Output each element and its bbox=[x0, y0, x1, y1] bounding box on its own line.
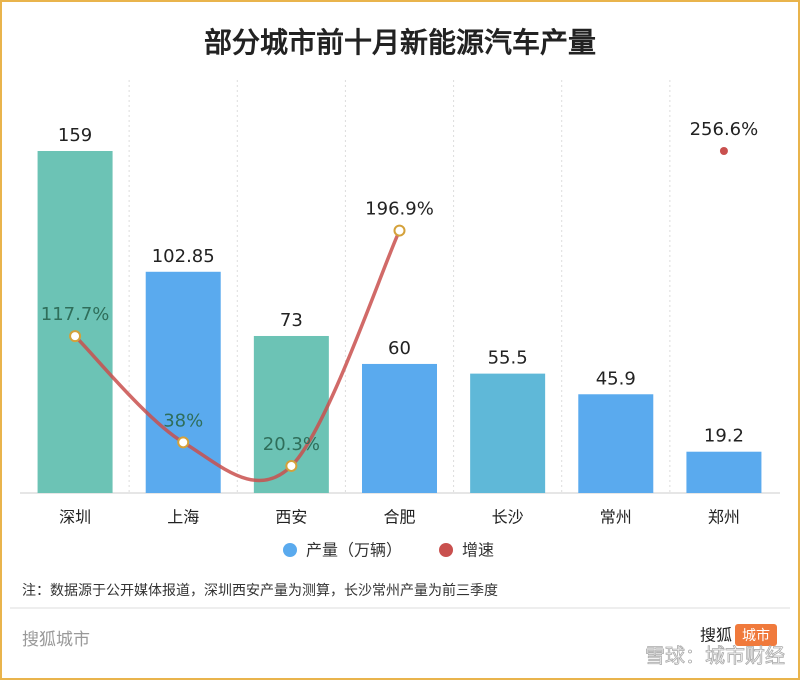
bar bbox=[145, 271, 221, 493]
growth-value-label: 20.3% bbox=[263, 434, 320, 455]
legend-swatch bbox=[283, 543, 297, 557]
growth-point bbox=[69, 330, 82, 343]
growth-value-label: 256.6% bbox=[690, 119, 759, 140]
x-tick-label: 郑州 bbox=[708, 508, 740, 527]
legend-label: 产量（万辆） bbox=[306, 541, 402, 560]
bar-value-label: 73 bbox=[280, 310, 303, 331]
logo-badge: 城市 bbox=[742, 627, 770, 644]
chart-title: 部分城市前十月新能源汽车产量 bbox=[204, 26, 596, 59]
bar-value-label: 55.5 bbox=[488, 348, 528, 369]
growth-value-label: 196.9% bbox=[365, 199, 434, 220]
bar-value-label: 102.85 bbox=[152, 246, 215, 267]
bar-value-label: 159 bbox=[58, 125, 92, 146]
x-tick-label: 深圳 bbox=[59, 508, 91, 527]
bar-value-label: 19.2 bbox=[704, 426, 744, 447]
x-tick-label: 上海 bbox=[167, 508, 199, 527]
legend-label: 增速 bbox=[462, 541, 494, 560]
bar bbox=[686, 451, 762, 493]
bar bbox=[37, 151, 113, 493]
watermark: 雪球：城市财经 bbox=[645, 644, 785, 668]
bar bbox=[578, 394, 654, 493]
growth-value-label: 117.7% bbox=[41, 304, 110, 325]
x-tick-label: 常州 bbox=[600, 508, 632, 527]
x-tick-label: 西安 bbox=[275, 508, 307, 527]
source: 搜狐城市 bbox=[22, 630, 90, 650]
bar bbox=[470, 373, 546, 493]
logo-badge-bg bbox=[735, 624, 777, 646]
note: 注：数据源于公开媒体报道，深圳西安产量为测算，长沙常州产量为前三季度 bbox=[22, 582, 498, 599]
logo-text: 搜狐 bbox=[700, 626, 732, 645]
x-tick-label: 长沙 bbox=[492, 508, 524, 527]
growth-point bbox=[285, 459, 298, 472]
legend-swatch bbox=[439, 543, 454, 557]
growth-value-label: 38% bbox=[163, 410, 203, 431]
growth-point bbox=[719, 147, 728, 155]
bar-value-label: 45.9 bbox=[596, 368, 636, 389]
bar bbox=[362, 363, 437, 493]
growth-point bbox=[393, 224, 406, 237]
growth-point bbox=[177, 436, 190, 449]
bar-value-label: 60 bbox=[388, 338, 411, 359]
x-tick-label: 合肥 bbox=[383, 508, 415, 527]
